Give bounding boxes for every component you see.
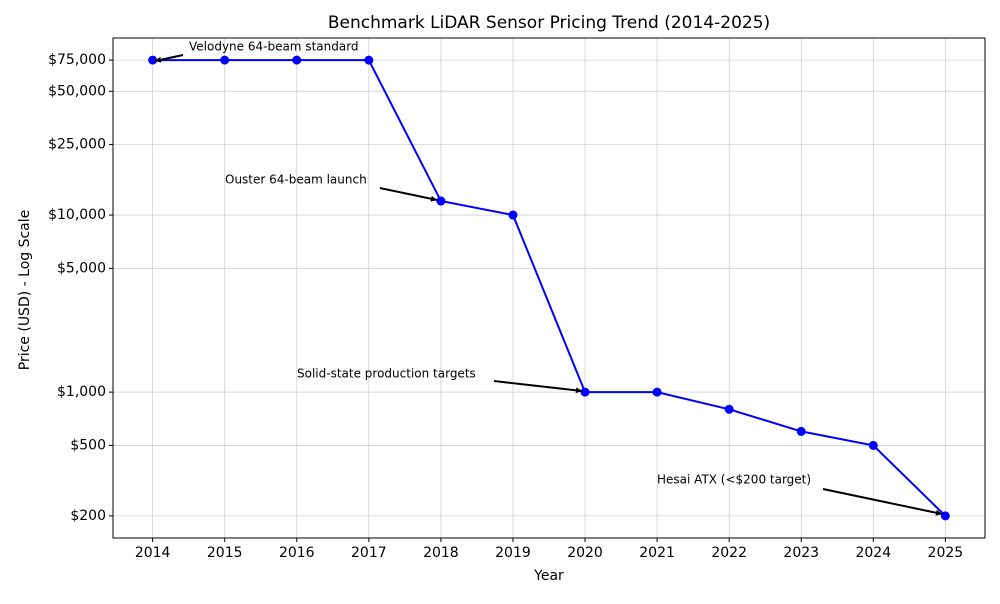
x-tick-label: 2017 [351, 545, 387, 561]
y-tick-label: $500 [70, 437, 106, 453]
point [220, 55, 230, 65]
x-tick-label: 2020 [567, 545, 603, 561]
x-tick-label: 2016 [279, 545, 315, 561]
annotation-arrow [822, 488, 943, 516]
annotation: Hesai ATX (<$200 target) [657, 473, 811, 487]
annotation: Solid-state production targets [297, 367, 476, 381]
annotation-arrow [493, 380, 583, 394]
annotation-arrow [379, 187, 438, 202]
y-tick-label: $5,000 [57, 260, 106, 276]
point [148, 55, 158, 65]
annotation: Velodyne 64-beam standard [189, 40, 359, 54]
y-tick-label: $10,000 [48, 207, 106, 223]
point [868, 440, 878, 450]
point [724, 404, 734, 414]
x-tick-label: 2022 [711, 545, 747, 561]
y-tick-label: $1,000 [57, 384, 106, 400]
line [152, 59, 947, 517]
x-tick-label: 2021 [639, 545, 675, 561]
x-axis-label: Year [533, 568, 564, 584]
point [364, 55, 374, 65]
point [796, 426, 806, 436]
y-tick-label: $200 [70, 508, 106, 524]
point [508, 210, 518, 220]
x-tick-label: 2019 [495, 545, 531, 561]
x-tick-label: 2023 [783, 545, 819, 561]
annotation: Ouster 64-beam launch [225, 173, 367, 187]
x-tick-label: 2014 [135, 545, 171, 561]
point [652, 387, 662, 397]
x-tick-label: 2018 [423, 545, 459, 561]
chart-title: Benchmark LiDAR Sensor Pricing Trend (20… [328, 13, 770, 33]
annotation-arrow [154, 54, 184, 63]
grid [113, 38, 985, 538]
x-tick-label: 2025 [928, 545, 964, 561]
point [436, 196, 446, 206]
y-tick-label: $50,000 [48, 83, 106, 99]
y-tick-label: $75,000 [48, 52, 106, 68]
plot-frame [112, 37, 986, 539]
x-tick-label: 2024 [855, 545, 891, 561]
y-tick-label: $25,000 [48, 137, 106, 153]
point [940, 511, 950, 521]
y-axis-label: Price (USD) - Log Scale [17, 210, 33, 371]
plot [148, 55, 950, 521]
point [580, 387, 590, 397]
point [292, 55, 302, 65]
x-tick-label: 2015 [207, 545, 243, 561]
